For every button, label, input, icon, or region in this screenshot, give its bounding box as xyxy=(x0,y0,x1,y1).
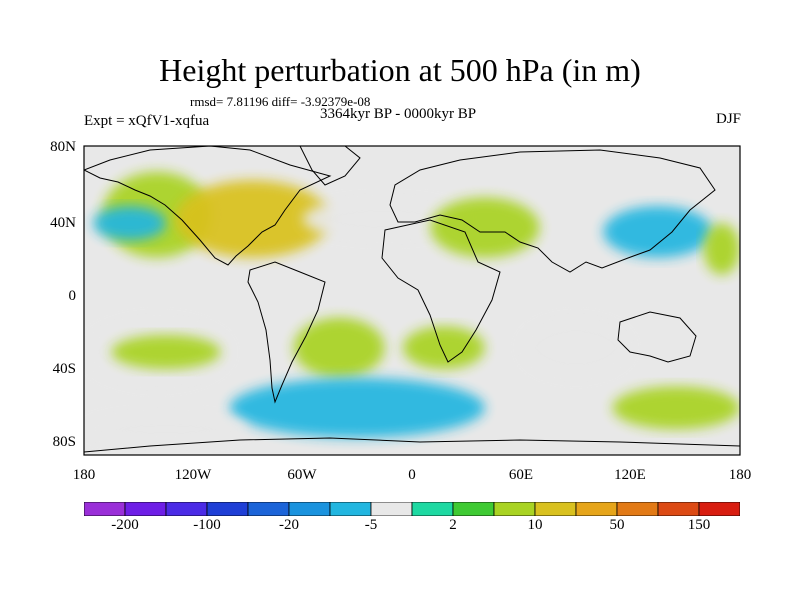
greenland-coast xyxy=(299,146,361,186)
antarctica-coast xyxy=(84,437,740,453)
colorbar-swatch xyxy=(124,502,167,516)
colorbar-label: -200 xyxy=(111,517,139,533)
anomaly-region-3 xyxy=(302,197,467,241)
height-field xyxy=(84,171,740,447)
colorbar-swatch xyxy=(698,502,740,516)
north-america-coast xyxy=(84,146,332,266)
colorbar-swatch xyxy=(452,502,495,516)
rmsd-stats: rmsd= 7.81196 diff= -3.92379e-08 xyxy=(190,94,371,109)
colorbar-swatch xyxy=(534,502,577,516)
south-america-coast xyxy=(247,261,326,404)
anomaly-region-10 xyxy=(229,377,485,438)
lon-label-120e: 120E xyxy=(614,467,646,483)
anomaly-region-9 xyxy=(293,317,385,378)
colorbar-swatch xyxy=(370,502,413,516)
lat-label-40n: 40N xyxy=(50,215,76,231)
africa-coast xyxy=(381,219,501,363)
colorbar-label: 10 xyxy=(527,517,543,533)
season-label: DJF xyxy=(715,111,741,127)
colorbar xyxy=(84,502,740,516)
plot-frame xyxy=(83,145,741,456)
colorbar-label: 2 xyxy=(449,517,457,533)
anomaly-region-6 xyxy=(703,223,740,275)
colorbar-swatch xyxy=(411,502,454,516)
lat-label-80n: 80N xyxy=(50,139,76,155)
lon-label-180e: 180 xyxy=(728,467,752,483)
lat-label-equator: 0 xyxy=(68,288,77,304)
colorbar-label: -5 xyxy=(364,517,378,533)
experiment-label: Expt = xQfV1-xqfua xyxy=(84,113,210,129)
colorbar-swatch xyxy=(247,502,290,516)
anomaly-region-14 xyxy=(84,412,248,447)
anomaly-region-2 xyxy=(175,180,330,258)
anomaly-region-13 xyxy=(612,386,740,430)
anomaly-region-4 xyxy=(430,197,540,258)
colorbar-swatch xyxy=(165,502,208,516)
colorbar-swatch xyxy=(206,502,249,516)
time-range-subtitle: 3364kyr BP - 0000kyr BP xyxy=(320,106,477,122)
lon-label-0: 0 xyxy=(408,467,416,483)
colorbar-label: -100 xyxy=(193,517,221,533)
lon-label-120w: 120W xyxy=(174,467,212,483)
anomaly-region-1 xyxy=(93,206,166,241)
lon-label-60w: 60W xyxy=(287,467,317,483)
colorbar-swatch xyxy=(329,502,372,516)
colorbar-swatch xyxy=(575,502,618,516)
colorbar-swatch xyxy=(657,502,700,516)
lon-label-180w: 180 xyxy=(72,467,96,483)
colorbar-label: 50 xyxy=(609,517,625,533)
colorbar-swatch xyxy=(84,502,126,516)
lat-label-40s: 40S xyxy=(52,361,76,377)
lat-label-80s: 80S xyxy=(52,434,76,450)
lon-label-60e: 60E xyxy=(508,467,534,483)
colorbar-swatch xyxy=(288,502,331,516)
coastlines xyxy=(84,146,740,453)
colorbar-swatch xyxy=(493,502,536,516)
anomaly-region-12 xyxy=(521,317,631,378)
colorbar-label: 150 xyxy=(687,517,711,533)
eurasia-coast xyxy=(389,149,716,273)
australia-coast xyxy=(617,311,697,363)
anomaly-region-11 xyxy=(402,326,485,370)
anomaly-region-8 xyxy=(111,334,221,370)
chart-title: Height perturbation at 500 hPa (in m) xyxy=(159,52,641,88)
anomaly-region-5 xyxy=(603,206,713,258)
colorbar-swatch xyxy=(616,502,659,516)
colorbar-label: -20 xyxy=(279,517,299,533)
